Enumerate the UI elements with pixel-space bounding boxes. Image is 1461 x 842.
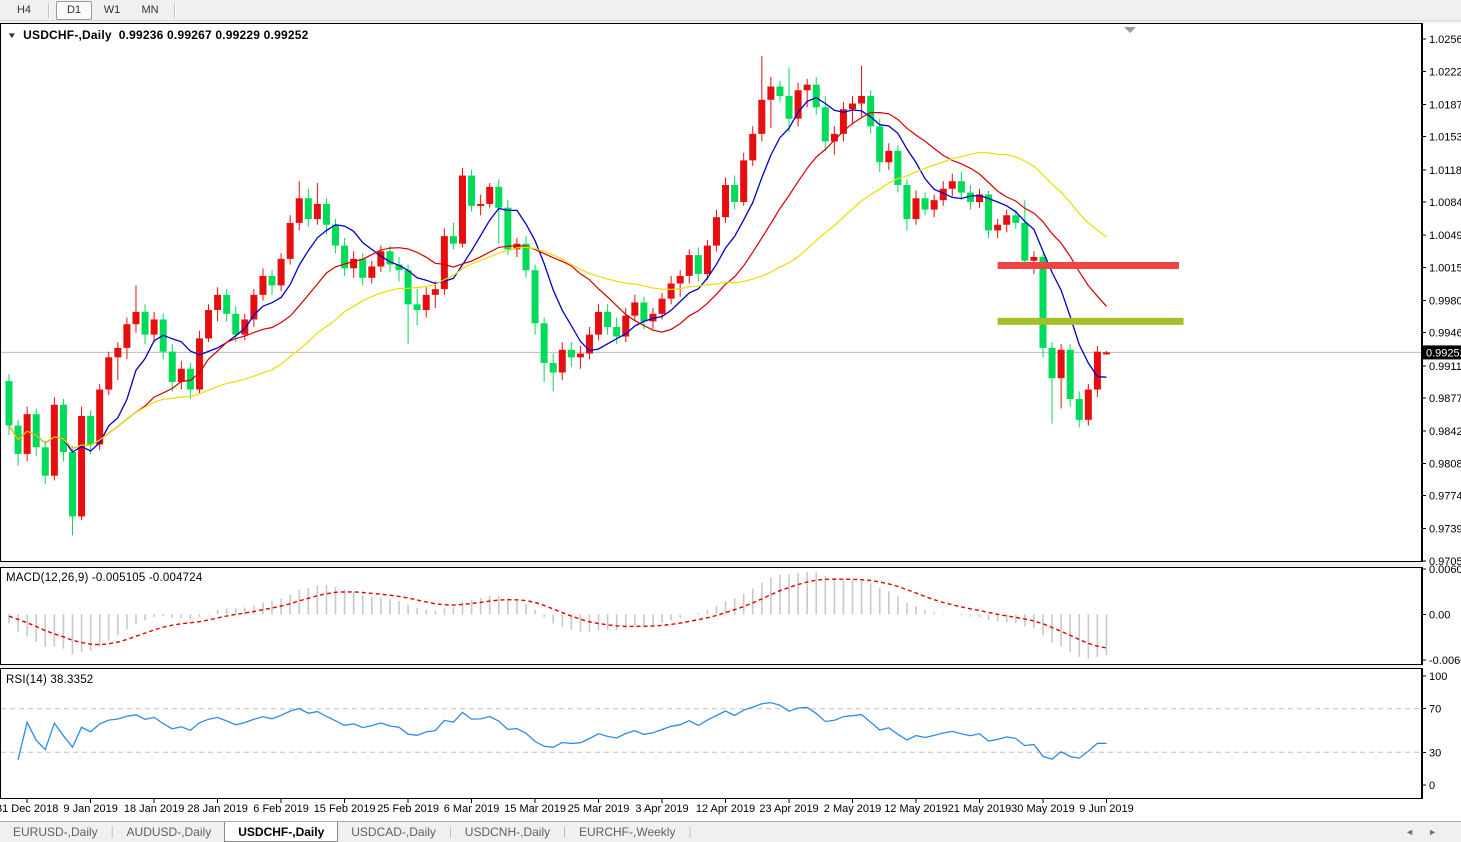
svg-text:6 Feb 2019: 6 Feb 2019 xyxy=(253,803,309,815)
ma-mid-line xyxy=(8,111,1107,450)
chart-dropdown-icon[interactable]: ▼ xyxy=(6,30,18,40)
chart-tab-eurchf-weekly[interactable]: EURCHF-,Weekly xyxy=(579,825,676,839)
svg-text:25 Mar 2019: 25 Mar 2019 xyxy=(568,803,630,815)
svg-text:12 Apr 2019: 12 Apr 2019 xyxy=(696,803,755,815)
tab-scroll-right-icon[interactable]: ► xyxy=(1428,827,1437,837)
chart-tab-usdcnh-daily[interactable]: USDCNH-,Daily xyxy=(464,825,551,839)
tab-separator: | xyxy=(563,826,566,838)
candlestick-series xyxy=(5,56,1110,536)
svg-text:9 Jun 2019: 9 Jun 2019 xyxy=(1079,803,1133,815)
tab-scroll-arrows: ◄ ► xyxy=(1405,822,1461,842)
svg-text:28 Jan 2019: 28 Jan 2019 xyxy=(187,803,248,815)
chart-tab-bar: EURUSD-,Daily | AUDUSD-,Daily USDCHF-,Daily… xyxy=(0,821,1461,842)
chart-tab-usdcad-daily[interactable]: USDCAD-,Daily xyxy=(351,825,436,839)
svg-text:30: 30 xyxy=(1429,747,1441,759)
rsi-indicator-label: RSI(14) 38.3352 xyxy=(6,674,94,686)
toolbar-separator xyxy=(48,2,50,18)
chart-symbol-label: USDCHF-,Daily xyxy=(23,28,112,42)
svg-text:1.02560: 1.02560 xyxy=(1429,34,1461,46)
svg-text:1.02220: 1.02220 xyxy=(1429,66,1461,78)
svg-text:18 Jan 2019: 18 Jan 2019 xyxy=(124,803,185,815)
timeframe-toolbar: H4 D1 W1 MN xyxy=(0,0,1461,21)
ma-fast-line xyxy=(8,96,1107,453)
svg-text:3 Apr 2019: 3 Apr 2019 xyxy=(635,803,688,815)
chart-tab-usdchf-daily[interactable]: USDCHF-,Daily xyxy=(224,822,339,842)
svg-text:31 Dec 2018: 31 Dec 2018 xyxy=(0,803,58,815)
macd-series xyxy=(8,571,1108,659)
svg-text:25 Feb 2019: 25 Feb 2019 xyxy=(377,803,439,815)
svg-text:1.00490: 1.00490 xyxy=(1429,230,1461,242)
svg-text:21 May 2019: 21 May 2019 xyxy=(948,803,1012,815)
chart-title: ▼ USDCHF-,Daily 0.99236 0.99267 0.99229 … xyxy=(6,28,309,42)
tab-separator: | xyxy=(448,826,452,838)
toolbar-separator xyxy=(174,2,176,18)
svg-text:1.01180: 1.01180 xyxy=(1429,165,1461,177)
svg-text:12 May 2019: 12 May 2019 xyxy=(884,803,948,815)
svg-text:70: 70 xyxy=(1429,704,1441,716)
svg-text:9 Jan 2019: 9 Jan 2019 xyxy=(63,803,117,815)
svg-text:1.01530: 1.01530 xyxy=(1429,132,1461,144)
svg-text:0: 0 xyxy=(1429,780,1435,792)
chart-tab-audusd-daily[interactable]: AUDUSD-,Daily xyxy=(126,825,212,839)
tab-separator: | xyxy=(688,826,692,838)
timeframe-button-d1[interactable]: D1 xyxy=(56,0,92,20)
svg-text:30 May 2019: 30 May 2019 xyxy=(1011,803,1075,815)
svg-text:0.00: 0.00 xyxy=(1429,609,1450,621)
svg-text:0.006058: 0.006058 xyxy=(1429,564,1461,576)
chart-shift-marker xyxy=(1124,27,1136,33)
macd-indicator-label: MACD(12,26,9) -0.005105 -0.004724 xyxy=(6,572,203,584)
support-line xyxy=(997,317,1184,325)
timeframe-button-h4[interactable]: H4 xyxy=(16,4,32,16)
svg-text:1.00840: 1.00840 xyxy=(1429,197,1461,209)
svg-text:6 Mar 2019: 6 Mar 2019 xyxy=(444,803,500,815)
svg-text:-0.006096: -0.006096 xyxy=(1429,655,1461,667)
resistance-line xyxy=(997,261,1180,269)
chart-tab-eurusd-daily[interactable]: EURUSD-,Daily xyxy=(13,825,98,839)
svg-text:2 May 2019: 2 May 2019 xyxy=(824,803,881,815)
svg-text:15 Mar 2019: 15 Mar 2019 xyxy=(504,803,566,815)
tab-scroll-left-icon[interactable]: ◄ xyxy=(1405,827,1415,837)
timeframe-button-mn[interactable]: MN xyxy=(141,4,159,16)
svg-text:23 Apr 2019: 23 Apr 2019 xyxy=(759,803,818,815)
timeframe-button-w1[interactable]: W1 xyxy=(103,4,121,16)
tab-separator: | xyxy=(110,826,114,838)
current-price-tag: 0.99252 xyxy=(1426,347,1461,359)
svg-text:100: 100 xyxy=(1429,671,1447,683)
ma-slow-line xyxy=(8,151,1107,450)
svg-text:1.01870: 1.01870 xyxy=(1429,99,1461,111)
svg-text:15 Feb 2019: 15 Feb 2019 xyxy=(314,803,376,815)
chart-ohlc-values: 0.99236 0.99267 0.99229 0.99252 xyxy=(118,28,309,42)
rsi-series xyxy=(17,701,1107,760)
